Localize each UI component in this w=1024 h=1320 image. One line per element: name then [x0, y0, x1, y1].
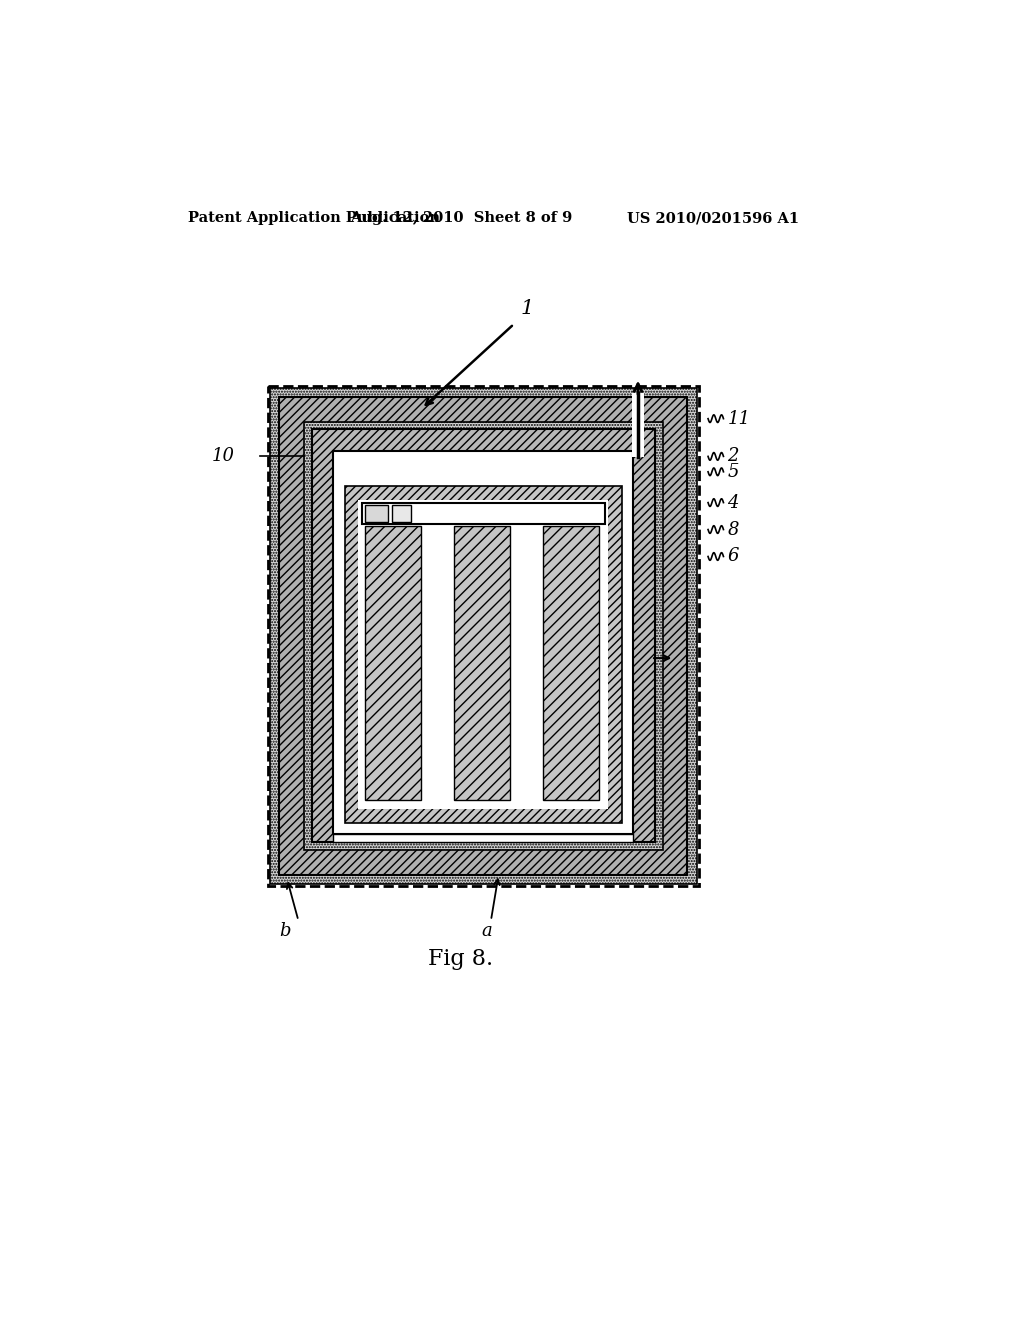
Bar — [304, 422, 663, 850]
Bar — [365, 527, 421, 800]
Bar — [270, 388, 696, 884]
Text: b: b — [279, 921, 291, 940]
Text: a: a — [481, 921, 493, 940]
Bar — [365, 506, 388, 521]
Bar — [267, 385, 698, 886]
Text: Fig 8.: Fig 8. — [428, 948, 493, 970]
Text: US 2010/0201596 A1: US 2010/0201596 A1 — [628, 211, 800, 226]
Text: Aug. 12, 2010  Sheet 8 of 9: Aug. 12, 2010 Sheet 8 of 9 — [350, 211, 572, 226]
Bar — [544, 527, 599, 800]
Bar — [333, 834, 634, 842]
Bar — [333, 451, 634, 834]
Text: 2: 2 — [727, 447, 738, 466]
Text: 6: 6 — [727, 548, 738, 565]
Bar — [454, 527, 510, 800]
Bar — [391, 506, 411, 521]
Text: 11: 11 — [727, 409, 751, 428]
Bar — [358, 499, 608, 809]
Text: 1: 1 — [520, 298, 534, 318]
Bar — [345, 486, 622, 822]
Text: 10: 10 — [212, 447, 236, 466]
Text: 4: 4 — [727, 494, 738, 512]
Text: Patent Application Publication: Patent Application Publication — [188, 211, 440, 226]
Text: 5: 5 — [727, 463, 738, 480]
Bar — [632, 393, 644, 457]
Text: 8: 8 — [727, 520, 738, 539]
Bar — [311, 429, 655, 842]
Bar — [280, 397, 687, 874]
Bar — [361, 503, 605, 524]
